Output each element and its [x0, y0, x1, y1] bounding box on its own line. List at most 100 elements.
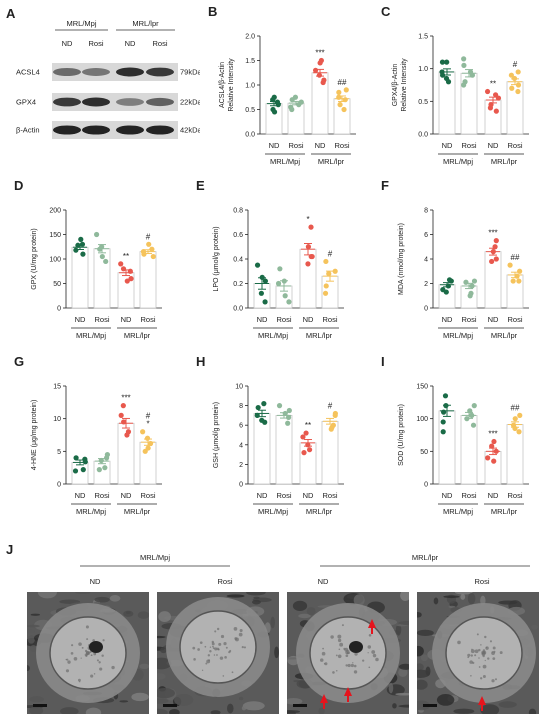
x-tick-label: Rosi: [461, 315, 476, 324]
data-point: [72, 468, 79, 474]
red-arrow-icon: [368, 619, 376, 634]
y-axis-label: GPX4/β-Actin: [392, 64, 399, 107]
significance-label: ***: [121, 394, 130, 403]
data-point: [142, 448, 148, 454]
significance-label: **: [490, 80, 496, 89]
data-point: [286, 407, 292, 414]
group-label: MRL/Mpj: [258, 507, 288, 516]
x-tick-label: Rosi: [140, 491, 155, 500]
blot-lane-label: ND: [125, 39, 136, 48]
significance-label: ##: [511, 403, 520, 412]
x-tick-label: ND: [75, 315, 86, 324]
data-point: [96, 467, 102, 473]
panel-label-c: C: [381, 4, 391, 19]
data-point: [102, 465, 108, 471]
data-point: [336, 94, 342, 100]
data-point: [146, 241, 152, 247]
x-tick-label: ND: [442, 315, 453, 324]
data-point: [318, 57, 324, 64]
x-tick-label: ND: [315, 141, 326, 150]
data-point: [128, 276, 134, 282]
data-point: [120, 403, 126, 409]
data-point: [312, 67, 319, 73]
x-tick-label: ND: [269, 141, 280, 150]
group-label: MRL/lpr: [318, 157, 345, 166]
blot-band: [82, 97, 110, 107]
data-point: [511, 75, 518, 82]
group-label: MRL/Mpj: [443, 507, 473, 516]
y-tick-label: 8: [239, 403, 243, 410]
data-point: [120, 266, 127, 272]
data-point: [255, 404, 261, 411]
data-point: [515, 69, 521, 75]
data-point: [147, 440, 154, 447]
y-tick-label: 6: [239, 423, 243, 430]
y-tick-label: 200: [49, 208, 61, 215]
data-point: [124, 432, 130, 438]
data-point: [461, 82, 467, 88]
data-point: [80, 467, 86, 473]
data-point: [493, 108, 499, 114]
data-point: [489, 443, 495, 449]
data-point: [316, 72, 322, 78]
data-point: [93, 231, 100, 238]
x-tick-label: Rosi: [94, 315, 109, 324]
data-point: [448, 278, 454, 284]
y-tick-label: 0.0: [233, 306, 243, 313]
x-tick-label: Rosi: [322, 491, 337, 500]
y-axis-label: GSH (μmol/g protein): [213, 402, 220, 468]
data-point: [440, 429, 446, 435]
data-point: [275, 280, 282, 287]
scale-bar: [163, 704, 177, 707]
data-point: [440, 419, 446, 425]
y-axis-label: LPO (μmol/g protein): [213, 226, 220, 291]
data-point: [517, 268, 523, 274]
y-tick-label: 10: [235, 384, 243, 391]
y-tick-label: 10: [53, 416, 61, 423]
blot-group-label: MRL/lpr: [132, 19, 159, 28]
x-tick-label: ND: [257, 315, 268, 324]
data-point: [341, 106, 347, 113]
data-point: [124, 278, 130, 284]
data-point: [467, 293, 473, 299]
significance-label: ***: [488, 430, 497, 439]
y-tick-label: 50: [53, 281, 61, 288]
y-tick-label: 0.5: [418, 99, 428, 106]
blot-band: [146, 67, 174, 77]
blot-size-label: 42kDa: [180, 126, 200, 135]
data-point: [469, 412, 475, 418]
group-label: MRL/Mpj: [258, 331, 288, 340]
chart-g: G 0 5 10 15 4-HNE (μg/mg protein) ND Rosi *** ND #…: [14, 354, 162, 516]
panel-label-h: H: [196, 354, 205, 369]
significance-label: #: [328, 249, 333, 258]
blot-strip: [52, 93, 178, 111]
blot-band: [53, 67, 81, 77]
data-point: [82, 459, 88, 465]
y-tick-label: 4: [239, 442, 243, 449]
data-point: [262, 278, 269, 284]
data-point: [121, 419, 127, 425]
chart-e: E 0.0 0.2 0.4 0.6 0.8 LPO (μmol/g protein) ND Ro…: [196, 178, 344, 340]
data-point: [303, 430, 309, 436]
y-tick-label: 100: [49, 257, 61, 264]
data-point: [271, 109, 278, 115]
micrograph: [287, 592, 409, 714]
data-point: [282, 293, 288, 299]
data-point: [144, 435, 151, 441]
y-tick-label: 0: [57, 306, 61, 313]
significance-label: ##: [338, 78, 347, 87]
y-tick-label: 0: [239, 482, 243, 489]
y-axis-label: Relative Intensity: [401, 58, 408, 112]
blot-protein-label: GPX4: [16, 98, 36, 107]
data-point: [254, 412, 260, 418]
micrograph: [157, 592, 279, 714]
x-tick-label: ND: [488, 491, 499, 500]
data-point: [445, 283, 451, 289]
data-point: [127, 268, 133, 274]
data-point: [78, 236, 84, 242]
group-label: MRL/Mpj: [443, 157, 473, 166]
data-point: [492, 244, 498, 250]
y-tick-label: 150: [49, 232, 61, 239]
group-label: MRL/Mpj: [76, 331, 106, 340]
y-tick-label: 0: [424, 482, 428, 489]
